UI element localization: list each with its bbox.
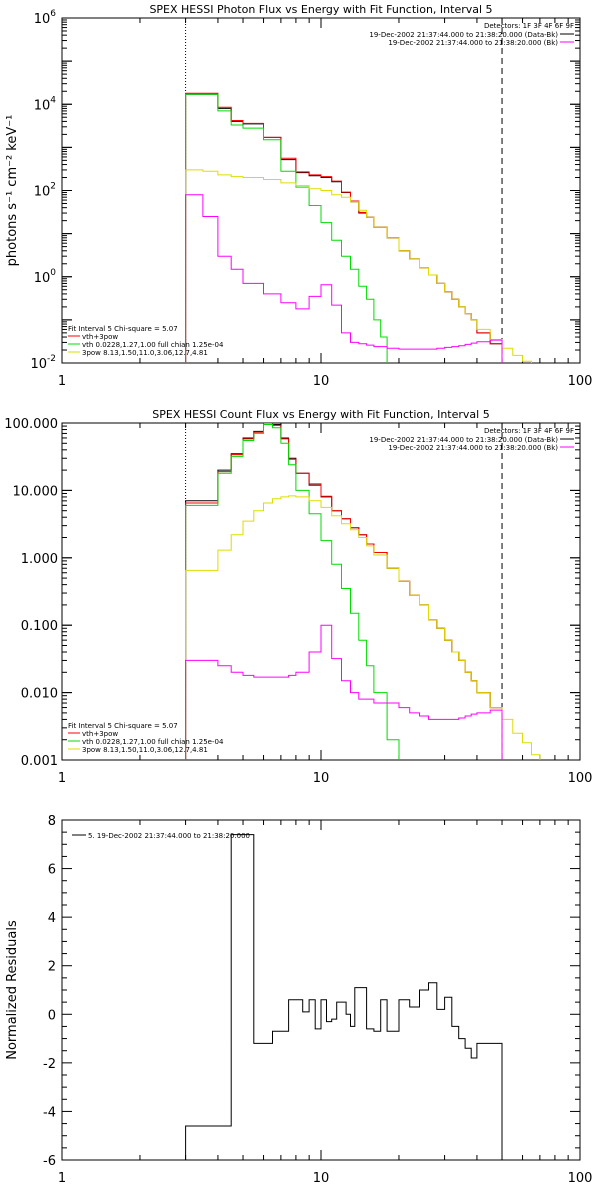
legend-entry-label: 19-Dec-2002 21:37:44.000 to 21:38:20.000… bbox=[388, 444, 558, 452]
legend-entry-label: vth+3pow bbox=[82, 333, 118, 341]
y-tick-label: 10.000 bbox=[13, 484, 59, 499]
legend-entry-label: vth 0.0228,1.27,1.00 full chian 1.25e-04 bbox=[82, 341, 224, 349]
panel-2: SPEX HESSI Count Flux vs Energy with Fit… bbox=[4, 408, 592, 786]
y-tick-exponent: -2 bbox=[47, 354, 56, 364]
y-tick-base: 10 bbox=[34, 185, 51, 200]
y-tick-label: 106 bbox=[34, 9, 57, 27]
y-tick-label: 2 bbox=[48, 960, 56, 975]
legend-detectors: Detectors: 1F 3F 4F 6F 9F bbox=[484, 22, 574, 30]
y-tick-exponent: 4 bbox=[50, 95, 56, 105]
legend-entry-label: 3pow 8.13,1.50,11.0,3.06,12.7,4.81 bbox=[82, 746, 208, 754]
legend-detectors: Detectors: 1F 3F 4F 6F 9F bbox=[484, 427, 574, 435]
series-group bbox=[185, 92, 532, 363]
legend-entry-label: 19-Dec-2002 21:37:44.000 to 21:38:20.000… bbox=[369, 31, 558, 39]
legend-entry-label: 19-Dec-2002 21:37:44.000 to 21:38:20.000… bbox=[369, 436, 558, 444]
x-tick-label: 100 bbox=[568, 1171, 593, 1186]
y-tick-label: -6 bbox=[43, 1154, 56, 1169]
y-axis-label: Normalized Residuals bbox=[5, 920, 20, 1060]
x-tick-label: 10 bbox=[313, 771, 330, 786]
legend-entry-label: 5. 19-Dec-2002 21:37:44.000 to 21:38:20.… bbox=[88, 832, 250, 840]
y-tick-label: 0 bbox=[48, 1008, 56, 1023]
y-tick-label: 0.001 bbox=[21, 754, 58, 769]
series-line-3 bbox=[185, 424, 400, 760]
x-tick-label: 1 bbox=[58, 374, 66, 389]
series-line-1 bbox=[185, 93, 503, 363]
x-tick-label: 10 bbox=[313, 1171, 330, 1186]
y-tick-label: 100.000 bbox=[4, 417, 58, 432]
y-tick-label: 100 bbox=[34, 268, 57, 286]
x-tick-label: 1 bbox=[58, 771, 66, 786]
y-tick-exponent: 2 bbox=[50, 182, 56, 192]
series-line-5 bbox=[185, 194, 503, 363]
legend-entry-label: vth 0.0228,1.27,1.00 full chian 1.25e-04 bbox=[82, 738, 224, 746]
chart-title: SPEX HESSI Photon Flux vs Energy with Fi… bbox=[149, 3, 492, 16]
series-line-1 bbox=[185, 423, 503, 760]
x-tick-label: 1 bbox=[58, 1171, 66, 1186]
series-line-2 bbox=[185, 423, 503, 760]
panel-1: SPEX HESSI Photon Flux vs Energy with Fi… bbox=[5, 3, 592, 389]
series-group bbox=[185, 423, 541, 760]
y-tick-label: 0.010 bbox=[21, 687, 58, 702]
y-tick-label: -4 bbox=[43, 1105, 56, 1120]
y-tick-label: 4 bbox=[48, 911, 56, 926]
chart-title: SPEX HESSI Count Flux vs Energy with Fit… bbox=[152, 408, 489, 421]
y-tick-exponent: 6 bbox=[50, 9, 56, 19]
series-line-4 bbox=[185, 169, 532, 363]
y-tick-label: 1.000 bbox=[21, 552, 58, 567]
series-line-4 bbox=[185, 495, 541, 760]
y-tick-label: 6 bbox=[48, 863, 56, 878]
y-tick-base: 10 bbox=[34, 271, 51, 286]
series-line-3 bbox=[185, 93, 388, 363]
legend-fit-header: Fit Interval 5 Chi-square = 5.07 bbox=[68, 325, 178, 333]
y-tick-label: 0.100 bbox=[21, 619, 58, 634]
y-tick-label: 10-2 bbox=[30, 354, 56, 372]
y-tick-base: 10 bbox=[34, 12, 51, 27]
y-tick-label: 104 bbox=[34, 95, 57, 113]
y-tick-label: -2 bbox=[43, 1057, 56, 1072]
y-tick-base: 10 bbox=[30, 357, 47, 372]
y-tick-exponent: 0 bbox=[50, 268, 56, 278]
x-tick-label: 100 bbox=[568, 374, 593, 389]
series-line-5 bbox=[185, 624, 503, 760]
x-tick-label: 10 bbox=[313, 374, 330, 389]
panel-3: 1 10 100 -6 -4 -2 0 2 4 6 8 Normalized Residuals 5. … bbox=[5, 814, 592, 1186]
y-tick-base: 10 bbox=[34, 98, 51, 113]
legend-fit-header: Fit Interval 5 Chi-square = 5.07 bbox=[68, 722, 178, 730]
series-line-1 bbox=[185, 834, 503, 1160]
y-axis-label: photons s⁻¹ cm⁻² keV⁻¹ bbox=[5, 115, 20, 267]
legend-entry-label: 3pow 8.13,1.50,11.0,3.06,12.7,4.81 bbox=[82, 349, 208, 357]
y-tick-label: 8 bbox=[48, 814, 56, 829]
x-tick-label: 100 bbox=[568, 771, 593, 786]
y-tick-label: 102 bbox=[34, 182, 56, 200]
series-group bbox=[185, 834, 503, 1160]
series-line-2 bbox=[185, 92, 503, 363]
legend-entry-label: 19-Dec-2002 21:37:44.000 to 21:38:20.000… bbox=[388, 39, 558, 47]
legend-entry-label: vth+3pow bbox=[82, 730, 118, 738]
